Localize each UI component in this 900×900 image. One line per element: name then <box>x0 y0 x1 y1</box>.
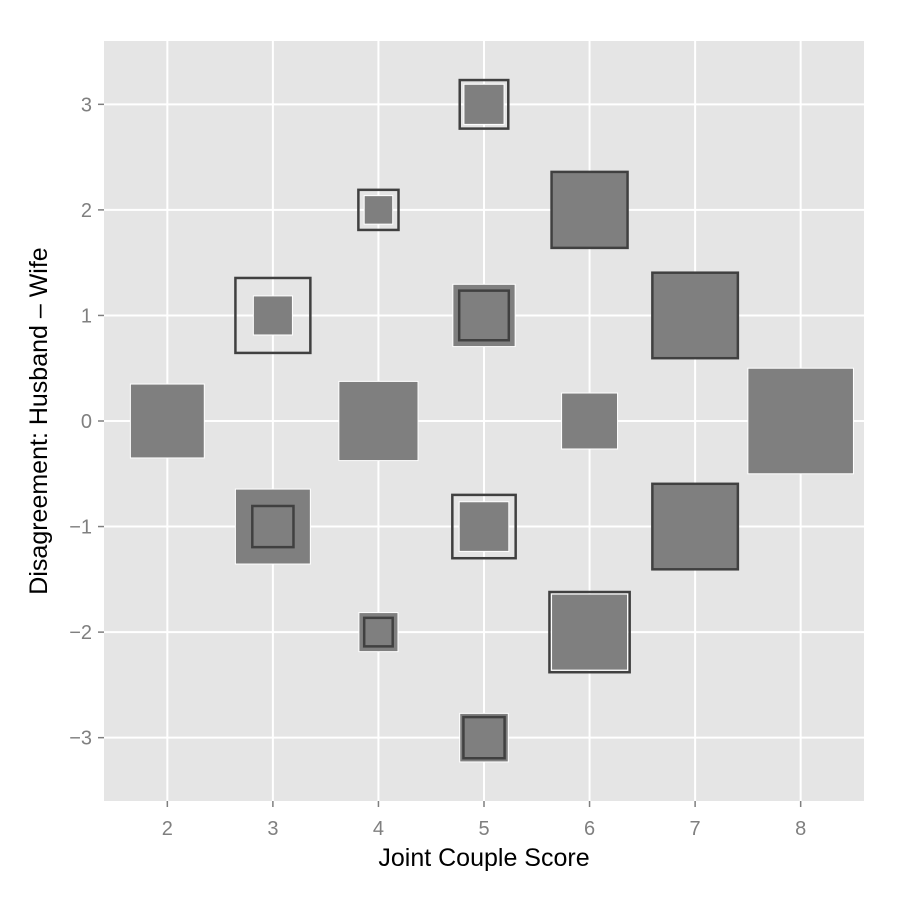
data-square-filled <box>651 483 739 570</box>
data-square-outline <box>457 289 511 342</box>
data-square-filled <box>252 295 293 336</box>
data-square-filled <box>651 272 739 359</box>
y-tick-label: −1 <box>69 517 92 539</box>
data-square-outline <box>462 715 506 760</box>
data-square-filled <box>561 392 619 450</box>
y-tick-label: 2 <box>81 200 92 222</box>
x-tick-label: 8 <box>795 818 806 840</box>
x-tick-label: 3 <box>267 818 278 840</box>
y-axis-title: Disagreement: Husband – Wife <box>25 247 53 594</box>
data-square-outline <box>362 616 394 648</box>
data-square-filled <box>458 501 510 552</box>
data-squares <box>129 78 854 763</box>
data-square-filled <box>463 83 505 125</box>
data-square-filled <box>551 593 629 671</box>
data-square-outline <box>458 78 510 130</box>
y-axis-ticks: −3 −2 −1 0 1 2 3 <box>69 94 104 750</box>
data-square-filled <box>452 283 516 348</box>
data-square-filled <box>459 712 509 763</box>
data-square-filled <box>363 195 394 225</box>
data-square-outline <box>550 170 629 250</box>
data-square-outline <box>651 482 740 571</box>
y-tick-label: 3 <box>81 94 92 116</box>
data-square-filled <box>747 367 854 475</box>
y-tick-label: 1 <box>81 305 92 327</box>
x-tick-label: 2 <box>162 818 173 840</box>
data-square-outline <box>548 590 631 674</box>
data-square-outline <box>357 188 400 232</box>
x-tick-label: 7 <box>690 818 701 840</box>
x-tick-label: 6 <box>584 818 595 840</box>
x-axis-ticks: 2 3 4 5 6 7 8 <box>162 801 806 840</box>
data-square-filled <box>338 380 419 462</box>
data-square-outline <box>234 276 312 355</box>
x-tick-label: 5 <box>478 818 489 840</box>
y-tick-label: −2 <box>69 622 92 644</box>
data-square-outline <box>451 493 517 560</box>
x-tick-label: 4 <box>373 818 384 840</box>
data-square-filled <box>551 171 629 249</box>
data-square-filled <box>129 383 205 459</box>
y-tick-label: 0 <box>81 411 92 433</box>
y-tick-label: −3 <box>69 728 92 750</box>
data-square-filled <box>234 488 311 565</box>
data-square-outline <box>651 271 740 360</box>
x-axis-title: Joint Couple Score <box>378 844 589 872</box>
data-square-outline <box>251 504 295 549</box>
